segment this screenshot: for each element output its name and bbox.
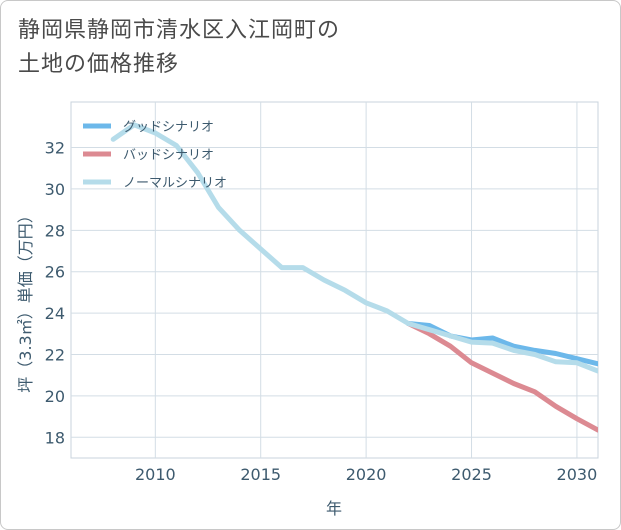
y-tick-label: 20 <box>45 387 65 406</box>
chart-title: 静岡県静岡市清水区入江岡町の 土地の価格推移 <box>18 14 340 82</box>
y-tick-label: 18 <box>45 428 65 447</box>
y-tick-label: 28 <box>45 221 65 240</box>
x-tick-label: 2025 <box>451 465 492 484</box>
y-axis-ticks: 18 20 22 24 26 28 30 32 <box>45 139 65 448</box>
y-tick-label: 22 <box>45 346 65 365</box>
y-axis-label: 坪（3.3㎡）単価（万円） <box>16 207 35 392</box>
x-axis-label: 年 <box>326 499 342 518</box>
legend-label: グッドシナリオ <box>123 120 214 135</box>
y-tick-label: 32 <box>45 139 65 158</box>
grid-lines <box>71 102 598 458</box>
x-tick-label: 2015 <box>240 465 281 484</box>
legend-label: ノーマルシナリオ <box>123 176 227 191</box>
series-line-1 <box>405 321 598 433</box>
y-tick-label: 26 <box>45 263 65 282</box>
y-tick-label: 30 <box>45 180 65 199</box>
x-tick-label: 2020 <box>346 465 387 484</box>
chart-title-line-1: 静岡県静岡市清水区入江岡町の <box>18 18 341 43</box>
series-line-2 <box>110 122 598 374</box>
chart-title-line-2: 土地の価格推移 <box>18 52 180 77</box>
series-layer <box>110 122 598 433</box>
legend-label: バッドシナリオ <box>123 148 214 163</box>
plot-area <box>70 101 599 459</box>
x-axis-ticks: 2010 2015 2020 2025 2030 <box>135 465 597 484</box>
x-tick-label: 2030 <box>557 465 598 484</box>
y-tick-label: 24 <box>45 304 65 323</box>
x-tick-label: 2010 <box>135 465 176 484</box>
